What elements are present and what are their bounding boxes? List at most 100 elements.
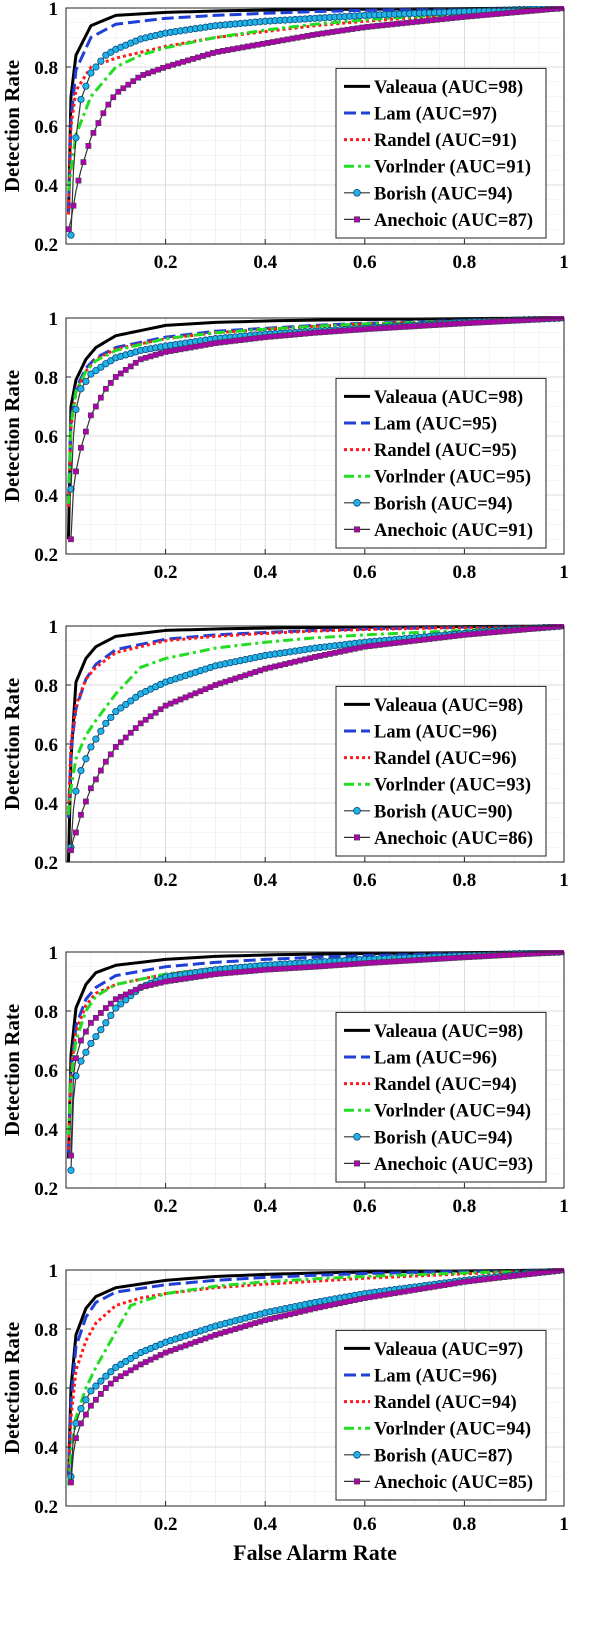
data-point [322, 963, 328, 969]
legend-label: Randel (AUC=94) [374, 1393, 517, 1413]
data-point [436, 955, 443, 962]
data-point [92, 1396, 99, 1403]
data-point [82, 1048, 90, 1056]
data-point [486, 1275, 493, 1282]
data-point [419, 18, 425, 25]
data-point [182, 975, 189, 982]
data-point [506, 318, 513, 324]
data-point [107, 1380, 114, 1387]
data-point [78, 1037, 84, 1044]
data-point [187, 344, 194, 351]
data-point [483, 11, 490, 18]
data-point [471, 1277, 478, 1284]
data-point [312, 654, 318, 660]
data-point [132, 359, 139, 366]
y-tick-label: 0.6 [34, 1379, 58, 1400]
data-point [396, 1289, 403, 1296]
x-tick-label: 0.8 [453, 870, 477, 891]
legend-label: Borish (AUC=94) [374, 184, 513, 204]
series-markers-anechoic [66, 6, 564, 233]
data-point [346, 1298, 353, 1305]
y-tick-label: 0.6 [34, 735, 58, 756]
roc-panel-1: 0.2 0.4 0.6 0.8 1 0.2 0.4 0.6 0.8 1 Detection Rate… [0, 0, 569, 282]
legend-box [335, 1011, 547, 1183]
data-point [187, 692, 194, 699]
data-point [68, 1479, 74, 1486]
data-point [501, 952, 508, 959]
data-point [254, 41, 261, 48]
data-point [95, 120, 102, 126]
data-point [401, 323, 408, 330]
data-point [401, 957, 408, 964]
data-point [142, 354, 149, 361]
data-point [117, 739, 124, 746]
data-point [77, 1057, 85, 1065]
series-line-valeaua [66, 6, 564, 215]
data-point [459, 14, 465, 21]
data-point [187, 1340, 194, 1347]
y-tick-label: 0.6 [34, 117, 58, 138]
legend-label: Vorlnder (AUC=95) [374, 468, 531, 488]
series-line-valeaua [66, 950, 564, 1159]
data-point [244, 43, 251, 50]
data-point [92, 1032, 100, 1041]
legend-label: Valeaua (AUC=97) [374, 1340, 523, 1360]
series-group [66, 950, 564, 1174]
data-point [317, 329, 323, 336]
y-axis-label: Detection Rate [0, 1004, 24, 1136]
data-point [267, 664, 274, 671]
data-point [546, 316, 552, 322]
data-point [292, 1310, 298, 1316]
data-point [491, 952, 498, 959]
data-point [456, 1279, 463, 1286]
data-point [210, 50, 216, 56]
data-point [282, 661, 289, 667]
data-point [217, 339, 224, 346]
data-point [361, 1295, 368, 1301]
data-point [461, 320, 468, 327]
data-point [284, 36, 291, 43]
data-point [122, 991, 129, 998]
data-point [341, 1299, 348, 1306]
data-point [406, 638, 413, 645]
data-point [262, 966, 269, 973]
series-line-lam [66, 316, 564, 501]
data-point [97, 363, 105, 371]
data-point [117, 1373, 124, 1380]
data-point [102, 1385, 109, 1391]
data-point [112, 744, 119, 750]
data-point [463, 13, 470, 20]
data-point [471, 953, 478, 960]
data-point [501, 628, 508, 635]
legend-marker [353, 498, 361, 507]
data-point [518, 8, 525, 15]
data-point [192, 974, 199, 980]
data-point [152, 709, 159, 716]
data-point [67, 485, 75, 493]
data-point [531, 625, 538, 632]
legend-label: Vorlnder (AUC=94) [374, 1102, 531, 1122]
y-tick-label: 0.4 [34, 176, 58, 197]
data-point [202, 341, 209, 348]
data-point [434, 16, 440, 23]
data-point [307, 655, 313, 662]
series-group [66, 316, 564, 543]
data-point [451, 1280, 458, 1287]
data-point [247, 670, 254, 677]
data-point [192, 690, 199, 697]
y-tick-label: 0.4 [34, 794, 58, 815]
data-point [336, 648, 343, 655]
data-point [77, 1405, 85, 1413]
data-point [97, 1391, 104, 1397]
data-point [75, 177, 82, 184]
data-point [127, 363, 134, 370]
data-point [416, 637, 423, 644]
legend-label: Anechoic (AUC=86) [374, 829, 533, 849]
x-tick-label: 1 [559, 252, 569, 273]
legend-label: Borish (AUC=87) [374, 1446, 513, 1466]
data-point [140, 72, 147, 78]
data-point [242, 1323, 249, 1329]
data-point [356, 960, 363, 967]
data-point [389, 21, 396, 28]
data-point [277, 332, 284, 339]
